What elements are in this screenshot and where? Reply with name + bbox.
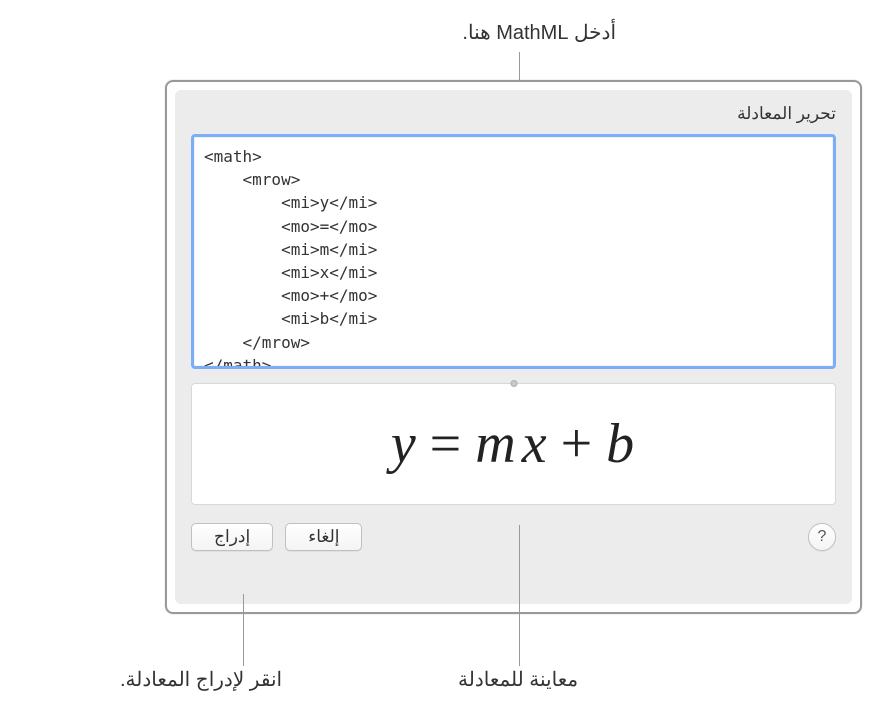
var-m: m [475, 412, 517, 476]
equation-rendered: y = m x + b [391, 412, 636, 476]
callout-line [243, 594, 244, 666]
resize-handle[interactable] [510, 380, 517, 387]
var-y: y [391, 412, 418, 476]
mathml-input[interactable]: <math> <mrow> <mi>y</mi> <mo>=</mo> <mi>… [191, 134, 836, 369]
op-equals: = [430, 412, 464, 476]
button-row: إدراج إلغاء ? [191, 523, 836, 551]
equation-editor-dialog: تحرير المعادلة <math> <mrow> <mi>y</mi> … [165, 80, 862, 614]
var-x: x [522, 412, 549, 476]
callout-line [519, 525, 520, 666]
dialog-title: تحرير المعادلة [191, 104, 836, 124]
callout-click-insert: انقر لإدراج المعادلة. [120, 667, 282, 692]
op-plus: + [561, 412, 595, 476]
equation-preview: y = m x + b [191, 383, 836, 505]
callout-preview: معاينة للمعادلة [458, 667, 578, 692]
insert-button[interactable]: إدراج [191, 523, 273, 551]
help-button[interactable]: ? [808, 523, 836, 551]
var-b: b [606, 412, 636, 476]
cancel-button[interactable]: إلغاء [285, 523, 362, 551]
callout-enter-mathml: أدخل MathML هنا. [462, 20, 616, 45]
dialog-content: تحرير المعادلة <math> <mrow> <mi>y</mi> … [175, 90, 852, 604]
